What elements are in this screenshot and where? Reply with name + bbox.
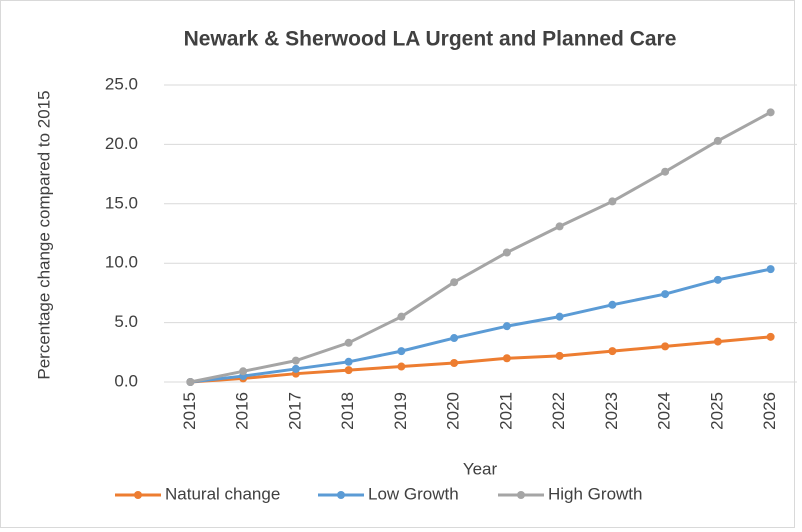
data-point	[766, 265, 775, 274]
x-tick-label: 2019	[391, 392, 410, 430]
data-point	[766, 332, 775, 341]
data-point	[291, 364, 300, 373]
data-point	[713, 337, 722, 346]
y-tick-label: 20.0	[105, 134, 138, 153]
data-point	[186, 378, 195, 386]
x-tick-label: 2025	[707, 392, 726, 430]
data-point	[608, 300, 617, 309]
legend-label: Natural change	[165, 484, 280, 503]
series-line	[190, 335, 771, 384]
data-point	[450, 334, 459, 343]
data-point	[397, 347, 406, 356]
series-line	[190, 267, 771, 384]
data-point	[502, 248, 511, 257]
data-point	[344, 366, 353, 375]
legend-label: Low Growth	[368, 484, 459, 503]
data-point	[766, 108, 775, 117]
y-tick-label: 15.0	[105, 193, 138, 212]
legend-marker	[517, 491, 525, 499]
x-tick-label: 2020	[444, 392, 463, 430]
data-point	[608, 197, 617, 206]
data-point	[555, 222, 564, 231]
x-tick-label: 2022	[549, 392, 568, 430]
data-point	[291, 356, 300, 365]
series-line	[190, 111, 772, 384]
x-tick-label: 2016	[233, 392, 252, 430]
x-tick-label: 2024	[655, 392, 674, 430]
y-tick-label: 0.0	[114, 371, 138, 390]
data-point	[555, 351, 564, 360]
chart-title: Newark & Sherwood LA Urgent and Planned …	[184, 28, 677, 51]
data-point	[344, 338, 353, 347]
data-point	[450, 358, 459, 367]
data-point	[713, 275, 722, 284]
data-point	[661, 342, 670, 351]
data-point	[450, 278, 459, 287]
legend-marker	[337, 491, 345, 499]
x-tick-label: 2021	[496, 392, 515, 430]
y-tick-label: 10.0	[105, 253, 138, 272]
data-point	[661, 290, 670, 299]
data-point	[502, 354, 511, 363]
data-point	[713, 136, 722, 145]
data-point	[239, 367, 248, 376]
data-point	[661, 167, 670, 176]
data-point	[397, 312, 406, 321]
data-point	[502, 322, 511, 331]
x-axis-title: Year	[463, 459, 498, 478]
x-tick-label: 2017	[285, 392, 304, 430]
data-point	[344, 357, 353, 366]
legend-label: High Growth	[548, 484, 642, 503]
data-point	[608, 347, 617, 356]
data-point	[555, 312, 564, 321]
legend-marker	[134, 491, 142, 499]
y-axis-title: Percentage change compared to 2015	[34, 90, 53, 379]
y-tick-label: 5.0	[114, 312, 138, 331]
data-point	[397, 362, 406, 371]
x-tick-label: 2023	[602, 392, 621, 430]
x-tick-label: 2018	[338, 392, 357, 430]
x-tick-label: 2026	[760, 392, 779, 430]
x-tick-label: 2015	[180, 392, 199, 430]
y-tick-label: 25.0	[105, 74, 138, 93]
